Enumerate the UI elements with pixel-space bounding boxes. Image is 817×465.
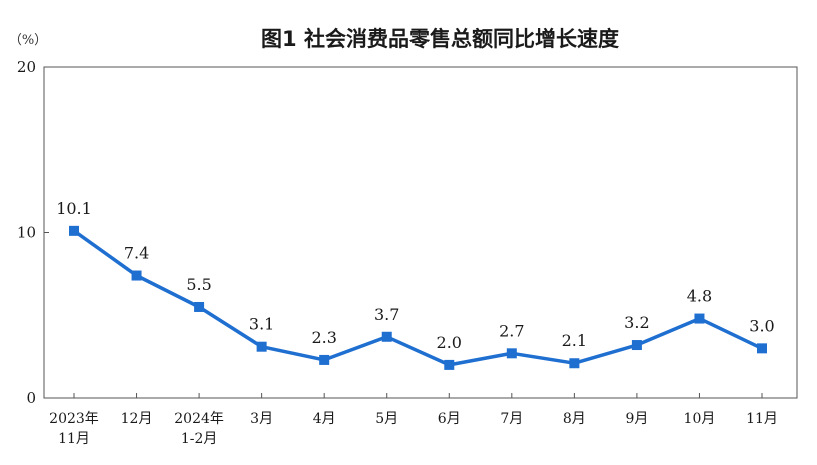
y-tick-label: 20 [17,58,36,76]
data-point-marker [569,358,580,369]
data-label: 3.2 [624,313,649,332]
data-point-marker [757,343,767,354]
data-label: 5.5 [186,275,211,294]
x-tick-label: 8月 [563,411,586,427]
data-point-marker [256,341,267,352]
x-tick-label: 4月 [313,411,336,427]
series-line [72,229,764,367]
y-tick-label: 10 [17,224,36,242]
data-point-marker [694,313,705,324]
plot-frame [43,66,798,399]
x-axis: 2023年 11月 12月 2024年 1-2月 3月 4月 5月 6月 7月 8月 9月 10月 11月 [49,393,778,447]
x-tick-label: 1-2月 [181,431,218,447]
x-tick-label: 11月 [58,431,90,447]
y-tick-label: 0 [26,389,36,407]
y-axis: 0 10 20 [17,58,49,407]
data-point-marker [131,270,142,281]
x-tick-label: 10月 [684,411,716,427]
data-point-marker [631,340,642,351]
data-label: 2.0 [437,333,462,352]
data-label: 3.1 [249,315,274,334]
data-point-marker [506,348,517,359]
data-label: 7.4 [124,244,149,263]
data-point-marker [319,354,330,365]
x-tick-label: 11月 [746,411,778,427]
x-tick-label: 6月 [438,411,461,427]
data-label: 10.1 [56,199,92,218]
x-tick-label: 7月 [500,411,523,427]
y-axis-unit-label: （%） [9,33,47,48]
x-tick-label: 2023年 [49,411,99,427]
data-point-marker [194,301,205,312]
data-label: 2.7 [499,321,524,340]
data-label: 2.3 [311,328,336,347]
x-tick-label: 12月 [121,411,153,427]
x-tick-label: 5月 [375,411,398,427]
data-label: 2.1 [562,331,587,350]
data-labels-group: 10.1 7.4 5.5 3.1 2.3 3.7 2.0 2.7 2.1 3.2 4.8 3.0 [56,199,775,352]
x-tick-label: 3月 [250,411,273,427]
data-label: 3.0 [749,316,774,335]
x-tick-label: 9月 [625,411,648,427]
data-label: 3.7 [374,305,399,324]
data-label: 4.8 [687,287,712,306]
series-group [69,225,767,370]
chart-title: 图1 社会消费品零售总额同比增长速度 [261,27,619,51]
x-tick-label: 2024年 [174,411,224,427]
data-point-marker [381,331,392,342]
data-point-marker [444,359,455,370]
data-point-marker [69,225,79,236]
